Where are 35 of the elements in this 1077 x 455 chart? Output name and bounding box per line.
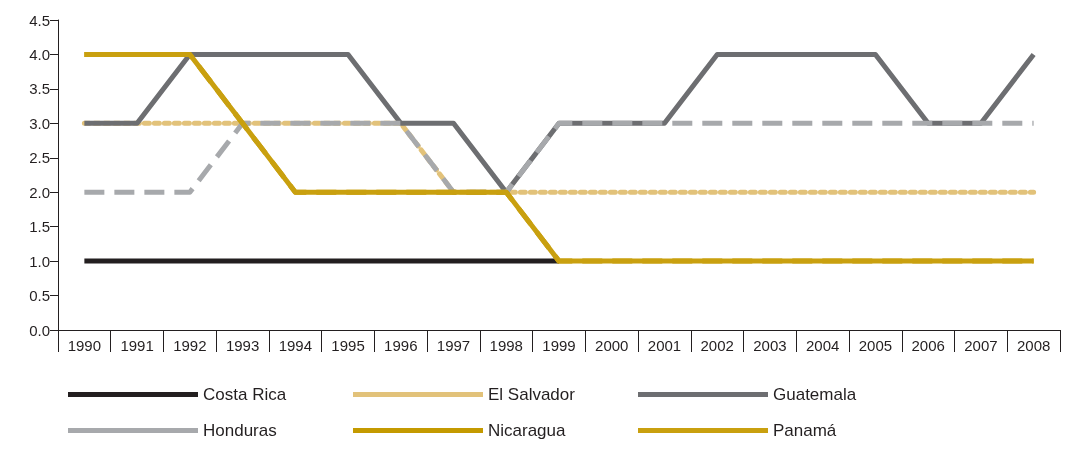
x-tick-label: 2000 (595, 337, 629, 354)
x-tick-label: 1992 (173, 337, 207, 354)
legend-label: Nicaragua (488, 421, 567, 440)
y-tick-label: 0.5 (29, 287, 50, 305)
legend-label: Costa Rica (203, 385, 287, 404)
x-tick-label: 2002 (700, 337, 734, 354)
x-tick-label: 2003 (753, 337, 787, 354)
x-tick-label: 1998 (489, 337, 523, 354)
legend-label: Guatemala (773, 385, 857, 404)
y-tick-label: 3.5 (29, 80, 50, 98)
legend-label: Panamá (773, 421, 837, 440)
x-tick-label: 1999 (542, 337, 576, 354)
legend-label: El Salvador (488, 385, 576, 404)
x-tick-label: 1996 (384, 337, 418, 354)
legend-label: Honduras (203, 421, 277, 440)
x-tick-label: 1991 (120, 337, 154, 354)
x-tick-label: 2004 (806, 337, 840, 354)
y-tick-label: 1.5 (29, 218, 50, 236)
x-tick-label: 2006 (911, 337, 945, 354)
y-tick-label: 2.5 (29, 149, 50, 167)
y-tick-label: 4.0 (29, 45, 50, 63)
y-tick-label: 3.0 (29, 114, 50, 132)
x-tick-label: 2001 (647, 337, 682, 354)
x-tick-label: 1997 (436, 337, 471, 354)
x-tick-label: 2007 (964, 337, 998, 354)
x-tick-label: 1990 (67, 337, 102, 354)
x-tick-label: 1993 (225, 337, 260, 354)
y-tick-label: 2.0 (29, 183, 50, 201)
y-tick-label: 0.0 (29, 321, 50, 339)
x-tick-label: 1994 (278, 337, 312, 354)
x-tick-label: 2008 (1016, 337, 1051, 354)
y-tick-label: 4.5 (29, 11, 50, 29)
x-tick-label: 2005 (858, 337, 893, 354)
x-tick-label: 1995 (331, 337, 365, 354)
y-tick-label: 1.0 (29, 252, 50, 270)
